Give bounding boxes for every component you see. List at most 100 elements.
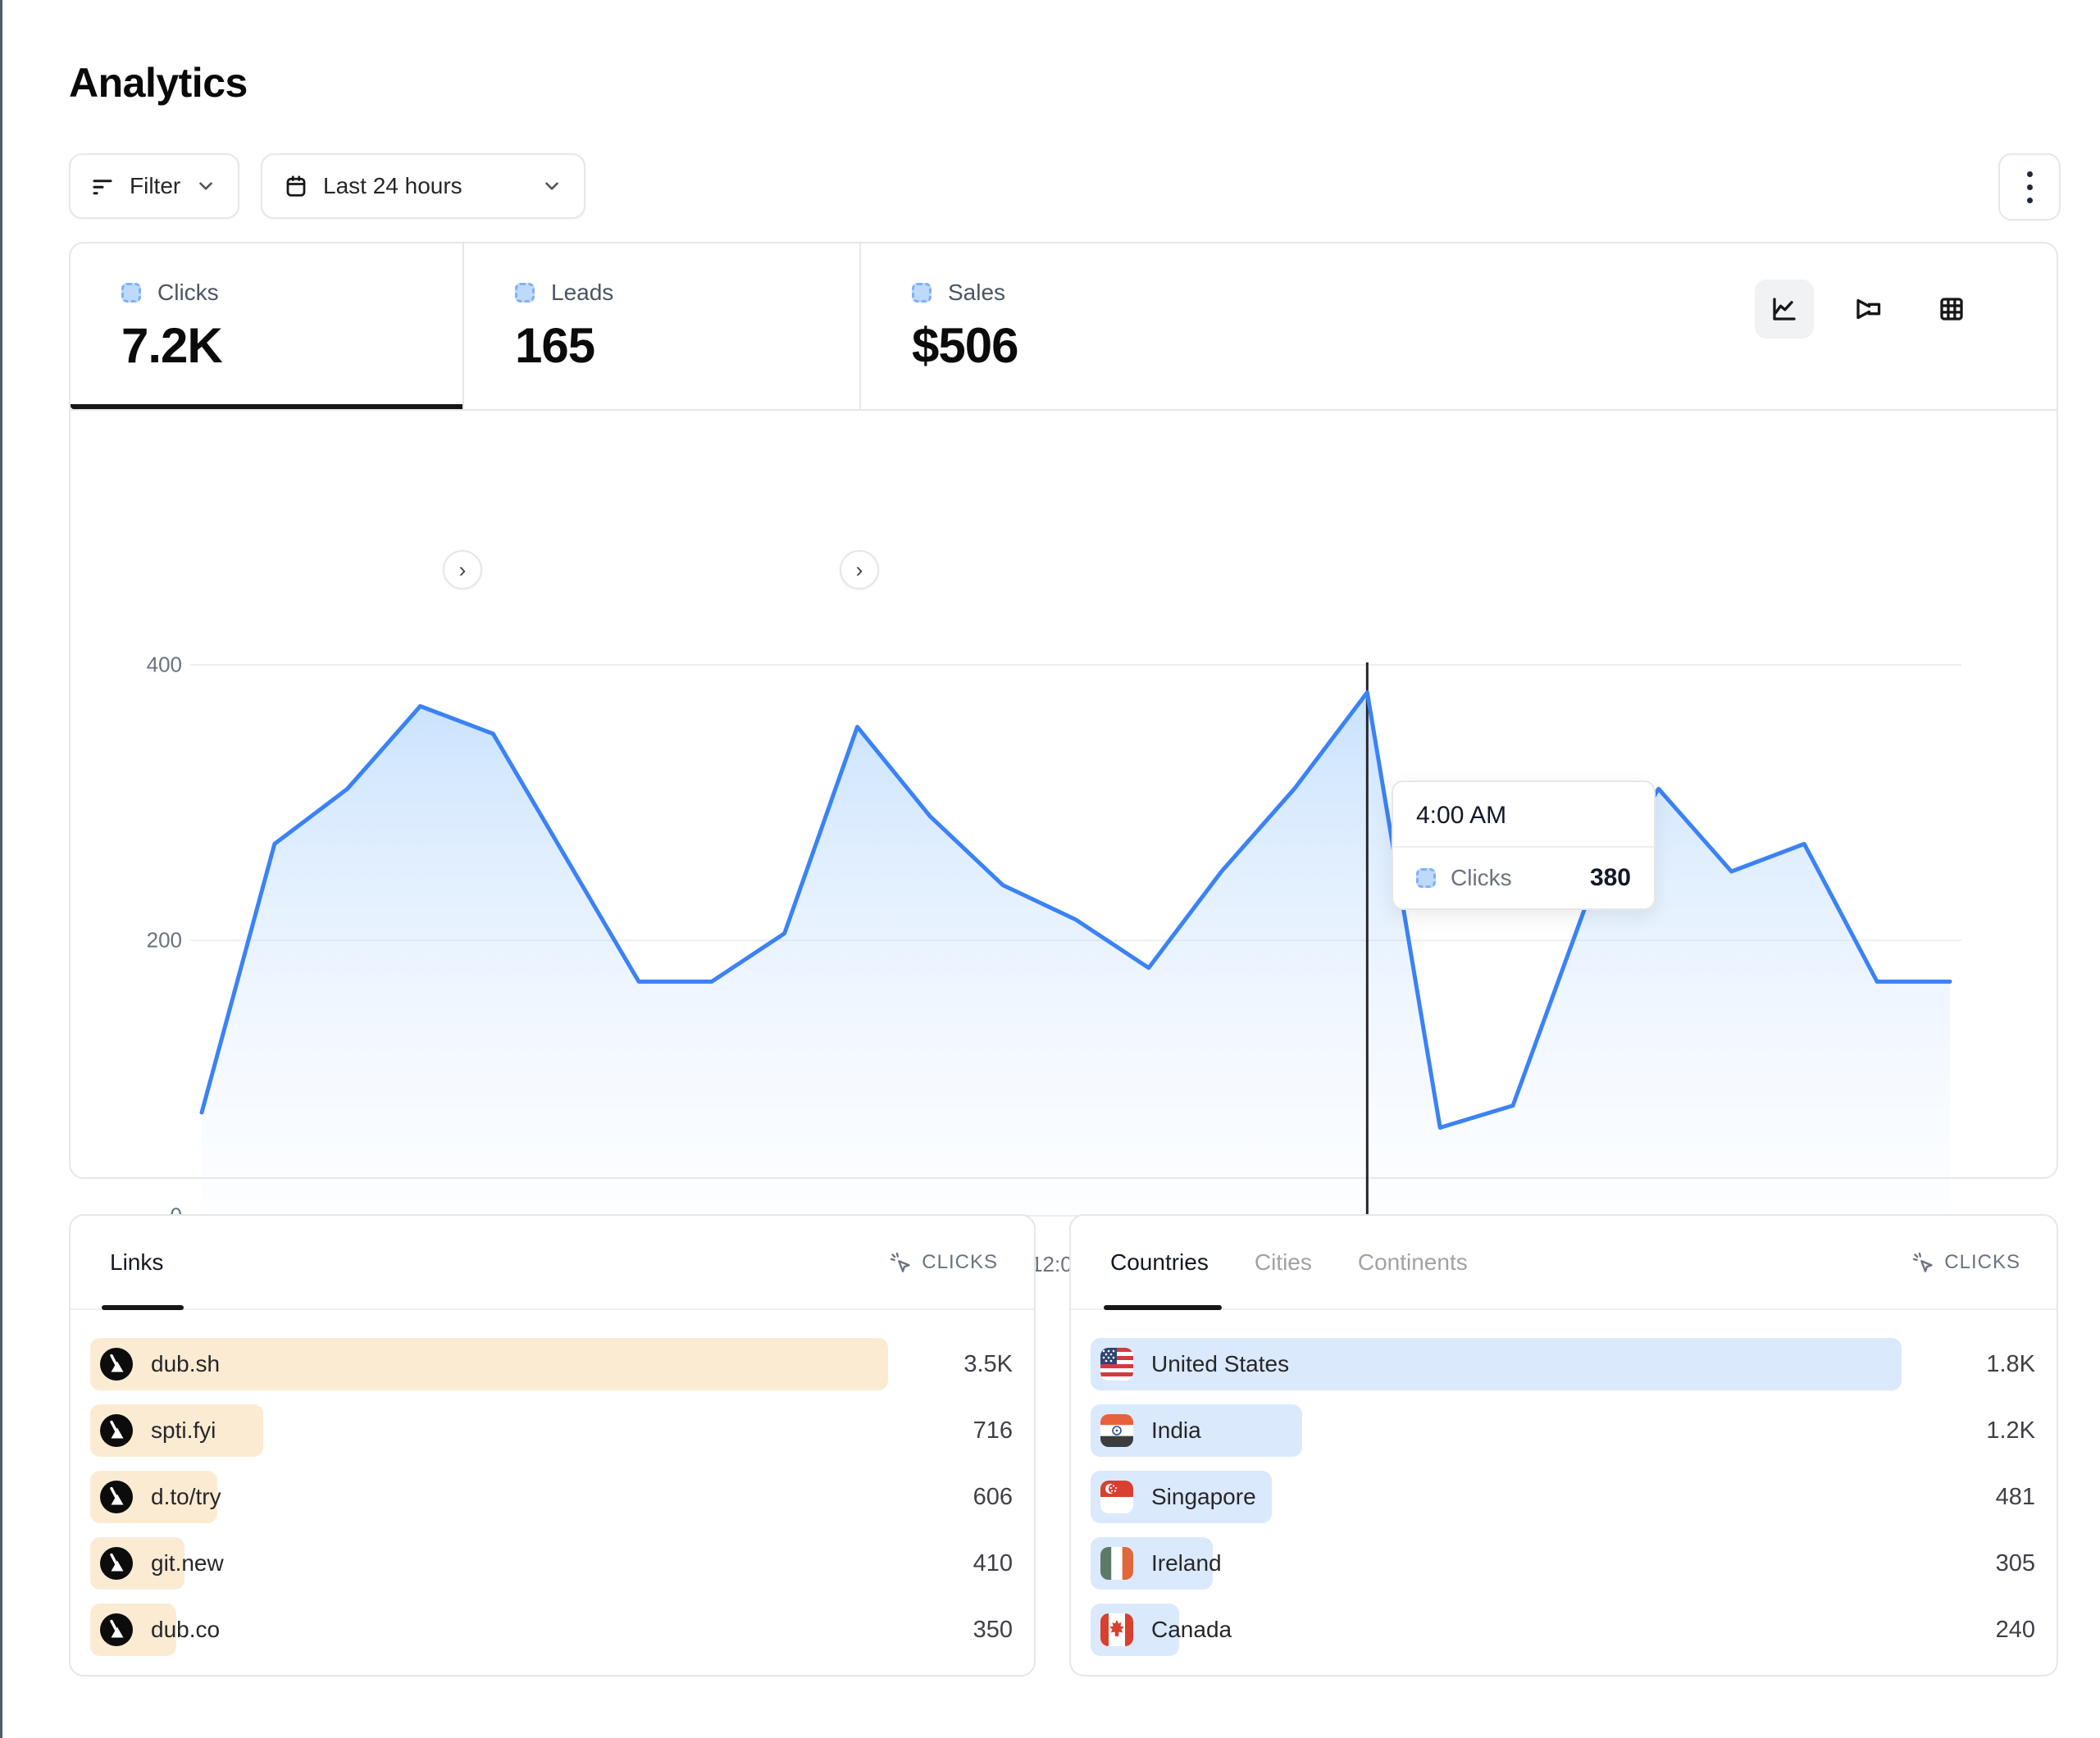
list-item-value: 350 <box>973 1616 1013 1643</box>
list-item-label: India <box>1151 1417 1201 1443</box>
tab-cities[interactable]: Cities <box>1254 1249 1312 1275</box>
sales-legend-square-icon <box>912 283 932 303</box>
countries-metric-label: CLICKS <box>1944 1250 2020 1273</box>
us-flag-icon <box>1100 1348 1133 1381</box>
list-item-label: d.to/try <box>151 1484 221 1509</box>
value-bar <box>90 1338 888 1390</box>
leads-stat-value: 165 <box>515 318 595 373</box>
list-item[interactable]: United States 1.8K <box>1091 1338 2035 1390</box>
tab-countries[interactable]: Countries <box>1110 1249 1209 1275</box>
grid-chart-icon[interactable] <box>1922 280 1981 339</box>
area-chart-canvas[interactable] <box>190 659 1961 1217</box>
list-item[interactable]: Ireland 305 <box>1091 1537 2035 1590</box>
analytics-card: Clicks 7.2K Leads 165 Sales $506 › <box>69 242 2058 1277</box>
list-item[interactable]: dub.sh 3.5K <box>90 1338 1013 1390</box>
tab-sales[interactable]: Sales $506 <box>859 243 1286 409</box>
date-range-button[interactable]: Last 24 hours <box>261 153 585 219</box>
ca-flag-icon <box>1100 1613 1133 1646</box>
filter-button[interactable]: Filter <box>69 153 239 219</box>
sg-flag-icon <box>1100 1481 1133 1513</box>
y-axis-tick: 400 <box>146 652 182 677</box>
dub-logo-icon <box>100 1547 133 1580</box>
filter-bars-icon <box>93 180 112 195</box>
list-item-value: 410 <box>973 1549 1013 1576</box>
tab-continents[interactable]: Continents <box>1357 1249 1468 1275</box>
page-title: Analytics <box>69 60 248 106</box>
list-item[interactable]: spti.fyi 716 <box>90 1404 1013 1457</box>
leads-legend-square-icon <box>515 283 535 303</box>
links-list: dub.sh 3.5K spti.fyi 716 d.to/try 606 <box>90 1338 1013 1656</box>
list-item-value: 716 <box>973 1417 1013 1444</box>
kebab-menu-icon <box>2026 171 2033 177</box>
tooltip-series-label: Clicks <box>1451 865 1512 890</box>
list-item-label: United States <box>1151 1351 1290 1376</box>
countries-panel-header: Countries Cities Continents CLICKS <box>1071 1216 2057 1310</box>
chevron-down-icon <box>545 182 558 190</box>
y-axis-tick: 200 <box>146 927 182 953</box>
links-metric-toggle[interactable]: CLICKS <box>889 1251 998 1274</box>
clicks-stat-value: 7.2K <box>121 318 223 373</box>
value-bar <box>1091 1338 1902 1390</box>
countries-panel: Countries Cities Continents CLICKS Unite… <box>1069 1214 2058 1677</box>
line-chart-icon[interactable] <box>1755 280 1814 339</box>
list-item-value: 606 <box>973 1483 1013 1510</box>
list-item[interactable]: dub.co 350 <box>90 1604 1013 1656</box>
clicks-legend-square-icon <box>121 283 141 303</box>
tab-leads[interactable]: Leads 165 <box>462 243 859 409</box>
cursor-click-icon <box>891 1252 910 1272</box>
more-options-button[interactable] <box>1998 153 2061 221</box>
date-range-label: Last 24 hours <box>323 173 462 198</box>
expand-clicks-chevron-button[interactable]: › <box>443 550 482 589</box>
chart-type-switcher <box>1755 280 1981 339</box>
tooltip-time: 4:00 AM <box>1393 782 1654 848</box>
sales-stat-value: $506 <box>912 318 1018 373</box>
list-item-value: 1.2K <box>1986 1417 2035 1444</box>
stats-tab-row: Clicks 7.2K Leads 165 Sales $506 › <box>71 243 2057 589</box>
list-item-value: 1.8K <box>1986 1350 2035 1377</box>
active-tab-underline <box>71 404 462 409</box>
clicks-legend-square-icon <box>1416 868 1436 888</box>
chart-tooltip: 4:00 AM Clicks 380 <box>1392 780 1656 910</box>
list-item-label: spti.fyi <box>151 1417 216 1443</box>
tab-clicks[interactable]: Clicks 7.2K <box>71 243 462 409</box>
links-panel-header: Links CLICKS <box>71 1216 1034 1310</box>
funnel-chart-icon[interactable] <box>1838 280 1897 339</box>
stat-label: Leads <box>551 280 614 305</box>
chevron-down-icon <box>199 182 213 190</box>
links-panel: Links CLICKS dub.sh 3.5K <box>69 1214 1036 1677</box>
countries-list: United States 1.8K India 1.2K Singapore … <box>1091 1338 2035 1656</box>
list-item[interactable]: d.to/try 606 <box>90 1471 1013 1523</box>
links-metric-label: CLICKS <box>922 1250 998 1273</box>
stat-label: Sales <box>948 280 1006 305</box>
countries-metric-toggle[interactable]: CLICKS <box>1911 1251 2020 1274</box>
dub-logo-icon <box>100 1414 133 1447</box>
tab-links[interactable]: Links <box>110 1249 164 1275</box>
countries-tab-underline <box>1104 1305 1222 1310</box>
in-flag-icon <box>1100 1414 1133 1447</box>
list-item-label: git.new <box>151 1550 224 1576</box>
dub-logo-icon <box>100 1481 133 1513</box>
list-item[interactable]: Canada 240 <box>1091 1604 2035 1656</box>
links-tab-underline <box>102 1305 184 1310</box>
list-item-value: 481 <box>1995 1483 2035 1510</box>
list-item[interactable]: India 1.2K <box>1091 1404 2035 1457</box>
expand-leads-chevron-button[interactable]: › <box>840 550 879 589</box>
cursor-click-icon <box>1913 1252 1933 1272</box>
list-item-label: Singapore <box>1151 1484 1256 1509</box>
list-item-value: 305 <box>1995 1549 2035 1576</box>
list-item-label: Canada <box>1151 1617 1232 1642</box>
tooltip-value: 380 <box>1589 864 1631 891</box>
list-item[interactable]: git.new 410 <box>90 1537 1013 1590</box>
filter-button-label: Filter <box>130 173 181 198</box>
stat-label: Clicks <box>157 280 219 305</box>
list-item-label: dub.co <box>151 1617 221 1642</box>
window-edge-strip <box>0 0 2 1738</box>
list-item-label: dub.sh <box>151 1351 221 1376</box>
list-item-value: 240 <box>1995 1616 2035 1643</box>
list-item[interactable]: Singapore 481 <box>1091 1471 2035 1523</box>
dub-logo-icon <box>100 1613 133 1646</box>
clicks-area-chart[interactable]: 400 200 0 4:00 PM 8:00 PM 12:00 AM 4:00 … <box>71 409 2057 1277</box>
ie-flag-icon <box>1100 1547 1133 1580</box>
calendar-icon <box>286 175 306 197</box>
